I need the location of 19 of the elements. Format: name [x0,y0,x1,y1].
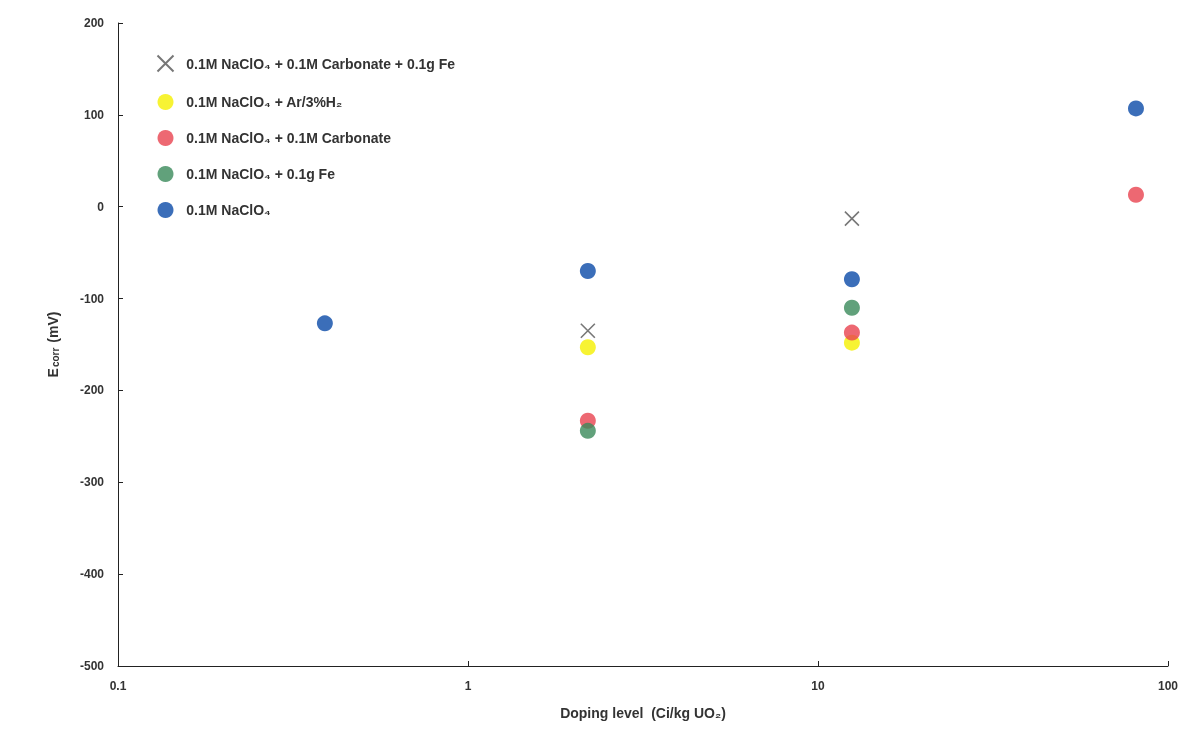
y-tick-label: -200 [79,383,105,398]
y-tick-label: -100 [79,291,105,306]
y-tick-label: 0 [97,199,105,214]
x-tick-label: 1 [464,679,472,693]
legend-label: 0.1M NaClO₄ + Ar/3%H₂ [178,94,343,110]
y-tick-label: -500 [79,659,105,673]
x-tick-label: 10 [811,679,825,693]
y-tick-label: -400 [79,567,105,582]
y-axis-title: Ecorr (mV) [45,311,61,378]
x-tick-label: 0.1 [109,679,127,693]
y-tick-label: -300 [79,475,105,490]
x-axis-title: Doping level (Ci/kg UO₂) [560,705,726,721]
x-tick-label: 100 [1157,679,1179,693]
legend-label: 0.1M NaClO₄ [178,202,271,218]
legend-label: 0.1M NaClO₄ + 0.1M Carbonate + 0.1g Fe [178,55,456,72]
legend-label: 0.1M NaClO₄ + 0.1M Carbonate [178,130,392,146]
legend-label: 0.1M NaClO₄ + 0.1g Fe [178,166,336,182]
y-tick-label: 200 [83,16,105,30]
y-tick-label: 100 [83,107,105,122]
